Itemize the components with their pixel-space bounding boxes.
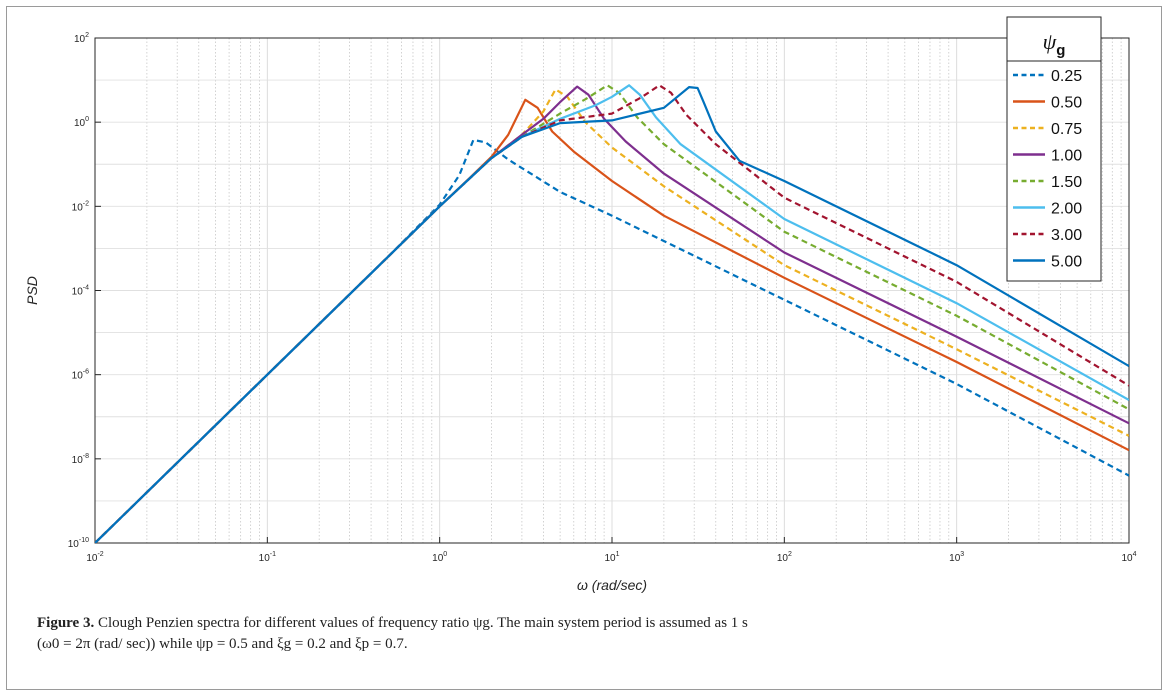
- legend-label: 5.00: [1051, 254, 1082, 271]
- figure-caption: Figure 3. Clough Penzien spectra for dif…: [37, 613, 1147, 655]
- legend-label: 1.50: [1051, 174, 1082, 191]
- x-tick-label: 10-2: [86, 551, 103, 564]
- x-tick-label: 102: [777, 551, 792, 564]
- figure-frame: 10-2 10-1 100 101 102 103 104 10-10 10-8 10-6 10-4…: [6, 6, 1162, 690]
- legend-label: 0.75: [1051, 121, 1082, 138]
- y-tick-label: 10-10: [68, 537, 89, 550]
- y-axis-label: PSD: [24, 276, 40, 305]
- series-line-5-00: [95, 85, 1129, 543]
- y-tick-label: 10-4: [72, 285, 89, 298]
- legend-label: 2.00: [1051, 201, 1082, 218]
- x-tick-label: 101: [604, 551, 619, 564]
- y-tick-label: 10-6: [72, 369, 89, 382]
- x-tick-label: 10-1: [259, 551, 276, 564]
- y-tick-label: 10-2: [72, 200, 89, 213]
- legend-label: 0.25: [1051, 68, 1082, 85]
- caption-line-1: Figure 3. Clough Penzien spectra for dif…: [37, 613, 1147, 634]
- legend-title: ψg: [1043, 29, 1066, 59]
- x-axis-label: ω (rad/sec): [577, 577, 647, 593]
- y-tick-label: 102: [74, 32, 89, 45]
- x-tick-label: 104: [1121, 551, 1136, 564]
- legend-label: 3.00: [1051, 227, 1082, 244]
- caption-label: Figure 3.: [37, 615, 95, 631]
- y-tick-label: 100: [74, 116, 89, 129]
- caption-line-2: (ω0 = 2π (rad/ sec)) while ψp = 0.5 and …: [37, 636, 408, 652]
- caption-text-1: Clough Penzien spectra for different val…: [97, 615, 748, 631]
- y-tick-label: 10-8: [72, 453, 89, 466]
- legend-label: 1.00: [1051, 148, 1082, 165]
- x-tick-label: 103: [949, 551, 964, 564]
- x-tick-label: 100: [432, 551, 447, 564]
- chart-svg: 10-2 10-1 100 101 102 103 104 10-10 10-8 10-6 10-4…: [24, 16, 1137, 593]
- legend-label: 0.50: [1051, 95, 1082, 112]
